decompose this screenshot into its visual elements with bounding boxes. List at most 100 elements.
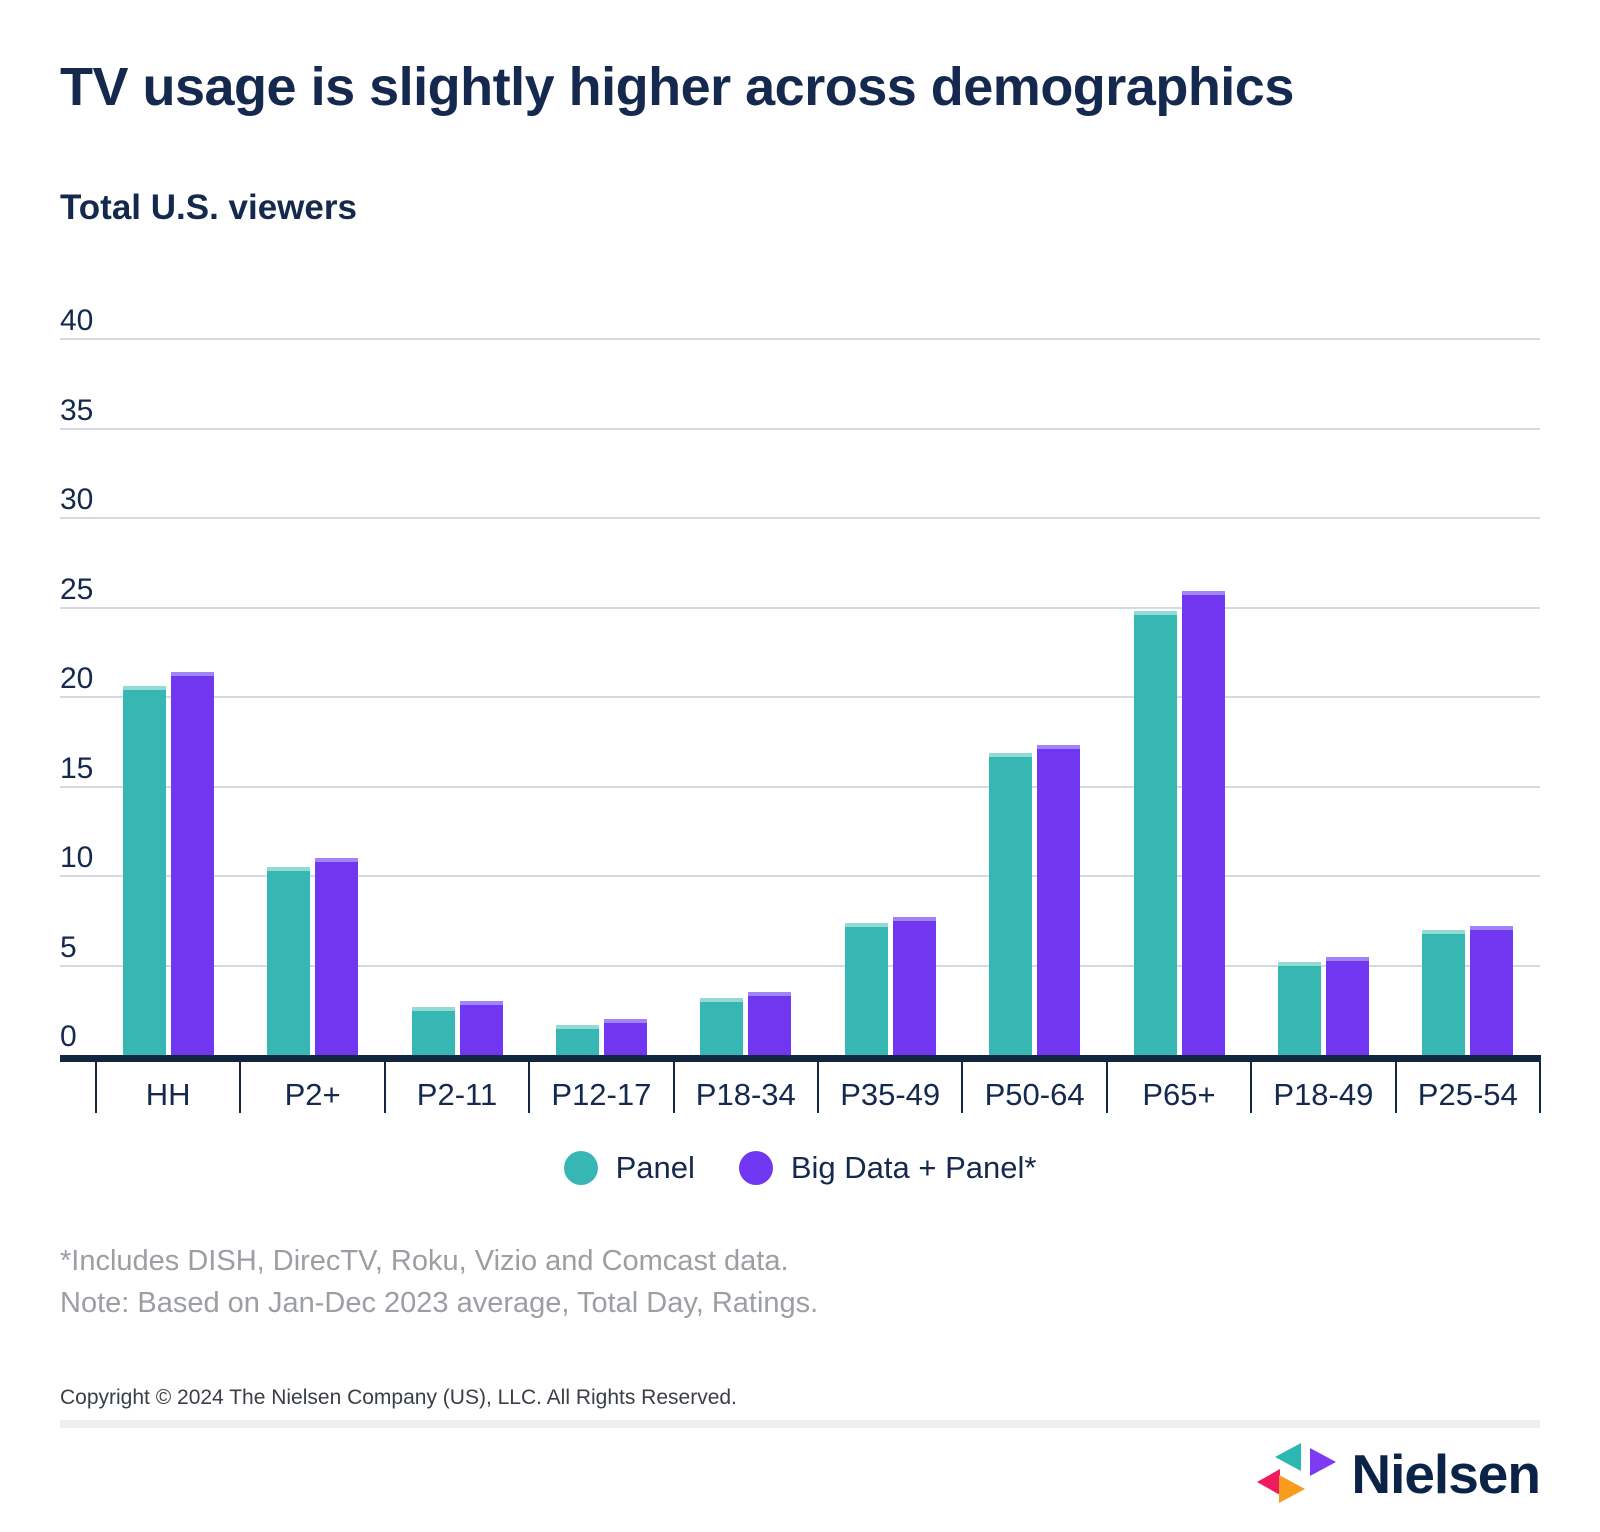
bar-panel	[411, 1006, 455, 1055]
gridline	[60, 696, 1540, 698]
footnote-sources: *Includes DISH, DirecTV, Roku, Vizio and…	[60, 1245, 789, 1277]
page-title: TV usage is slightly higher across demog…	[60, 57, 1294, 117]
bar-panel	[844, 922, 888, 1055]
y-axis-label: 30	[60, 483, 94, 516]
gridline	[60, 517, 1540, 519]
axis-tick	[95, 1055, 97, 1113]
legend-item-panel: Panel	[563, 1150, 695, 1186]
x-axis-label: P50-64	[984, 1077, 1085, 1112]
circle-swatch-icon	[563, 1151, 598, 1185]
bar-top-highlight	[700, 997, 744, 1002]
y-axis-label: 35	[60, 393, 94, 427]
bar-top-highlight	[459, 1001, 503, 1006]
chart-legend: Panel Big Data + Panel*	[0, 1150, 1600, 1186]
bar-bigdata-panel	[603, 1019, 647, 1055]
logo-triangle-teal-icon	[1275, 1443, 1302, 1471]
bar-chart-plot-area: 0 5 10 15 20 25 30 35 40 HH P2+ P2-11 P12-17 P18-34 P3…	[60, 306, 1541, 1113]
bar-top-highlight	[892, 917, 936, 922]
bar-top-highlight	[1277, 961, 1321, 966]
bar-top-highlight	[603, 1019, 647, 1024]
axis-tick	[1394, 1055, 1397, 1113]
gridline	[60, 875, 1540, 877]
x-axis-label: HH	[145, 1077, 191, 1112]
bar-bigdata-panel	[1325, 956, 1369, 1055]
x-axis-label: P18-49	[1273, 1077, 1374, 1112]
logo-triangle-orange-icon	[1279, 1475, 1306, 1503]
axis-tick	[383, 1055, 386, 1113]
bar-top-highlight	[844, 922, 888, 927]
y-axis-label: 40	[60, 304, 94, 337]
bar-bigdata-panel	[1037, 745, 1081, 1055]
x-axis-label: P18-34	[695, 1077, 796, 1112]
bar-panel	[989, 752, 1033, 1055]
bar-top-highlight	[748, 992, 792, 997]
bar-top-highlight	[1181, 591, 1225, 596]
nielsen-logo: Nielsen	[1257, 1442, 1541, 1506]
y-axis-label: 20	[60, 662, 94, 695]
nielsen-logo-mark-icon	[1257, 1443, 1337, 1505]
legend-label: Panel	[615, 1150, 695, 1185]
x-axis-label: P25-54	[1417, 1077, 1518, 1112]
bar-bigdata-panel	[170, 671, 214, 1055]
bar-top-highlight	[1037, 745, 1081, 750]
axis-tick	[1250, 1055, 1253, 1113]
x-axis-label: P35-49	[840, 1077, 941, 1112]
footnote-note: Note: Based on Jan-Dec 2023 average, Tot…	[60, 1287, 819, 1319]
axis-tick	[672, 1055, 675, 1113]
gridline	[60, 964, 1540, 967]
chart-footnotes: *Includes DISH, DirecTV, Roku, Vizio and…	[60, 1240, 818, 1324]
gridline	[60, 785, 1540, 788]
legend-label: Big Data + Panel*	[790, 1150, 1037, 1185]
x-axis-label: P65+	[1142, 1077, 1216, 1112]
x-axis-label: P2-11	[416, 1077, 498, 1112]
axis-tick	[961, 1055, 964, 1113]
gridline	[60, 427, 1540, 430]
nielsen-logo-text: Nielsen	[1351, 1443, 1541, 1505]
bar-panel	[1277, 961, 1321, 1055]
bar-panel	[1422, 929, 1466, 1055]
x-axis-label: P2+	[284, 1077, 341, 1112]
y-axis-label: 5	[60, 930, 77, 964]
axis-tick	[1105, 1055, 1108, 1113]
bar-top-highlight	[1325, 956, 1369, 961]
bar-bigdata-panel	[892, 917, 936, 1055]
bar-top-highlight	[267, 867, 311, 872]
y-axis-label: 0	[60, 1020, 77, 1053]
bar-top-highlight	[315, 858, 359, 863]
bar-top-highlight	[1470, 926, 1514, 931]
bar-panel	[700, 997, 744, 1055]
y-axis-label: 10	[60, 841, 94, 874]
footer-divider	[60, 1420, 1540, 1428]
legend-item-bigdata-panel: Big Data + Panel*	[738, 1150, 1037, 1186]
y-axis-label: 25	[60, 572, 94, 606]
bar-bigdata-panel	[315, 858, 359, 1055]
logo-triangle-pink-icon	[1257, 1469, 1281, 1495]
axis-tick	[817, 1055, 819, 1113]
bar-panel	[267, 867, 311, 1055]
x-axis-label: P12-17	[551, 1077, 652, 1112]
bar-top-highlight	[989, 752, 1033, 757]
bar-bigdata-panel	[1181, 591, 1225, 1055]
bar-top-highlight	[1133, 611, 1177, 616]
circle-swatch-icon	[738, 1151, 773, 1185]
gridline	[60, 338, 1540, 340]
bar-top-highlight	[122, 686, 166, 691]
bar-bigdata-panel	[459, 1001, 503, 1055]
bar-panel	[1133, 611, 1177, 1055]
chart-subtitle: Total U.S. viewers	[60, 188, 357, 227]
axis-tick	[1539, 1055, 1541, 1113]
x-axis-line	[60, 1055, 1540, 1062]
bar-top-highlight	[170, 671, 214, 676]
logo-triangle-purple-icon	[1310, 1448, 1337, 1476]
bar-panel	[555, 1024, 599, 1055]
y-axis-label: 15	[60, 751, 94, 785]
bar-panel	[122, 686, 166, 1055]
bar-bigdata-panel	[748, 992, 792, 1055]
bar-bigdata-panel	[1470, 926, 1514, 1055]
axis-tick	[239, 1055, 242, 1113]
axis-tick	[528, 1055, 531, 1113]
gridline	[60, 606, 1540, 609]
copyright-text: Copyright © 2024 The Nielsen Company (US…	[60, 1386, 737, 1409]
bar-top-highlight	[1422, 929, 1466, 934]
